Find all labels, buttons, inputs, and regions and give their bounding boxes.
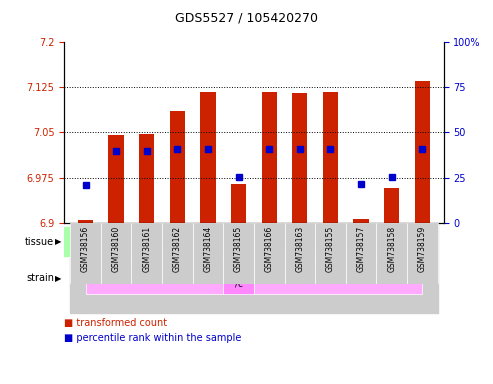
Bar <box>132 223 162 313</box>
Bar <box>353 219 369 223</box>
Text: GSM738155: GSM738155 <box>326 226 335 272</box>
Text: rhabdomyosarcoma tumor: rhabdomyosarcoma tumor <box>266 237 386 247</box>
Text: BALB
/c: BALB /c <box>227 269 250 288</box>
FancyBboxPatch shape <box>376 223 407 284</box>
FancyBboxPatch shape <box>346 223 376 284</box>
Text: A/J: A/J <box>332 274 344 283</box>
FancyBboxPatch shape <box>85 263 223 294</box>
Bar <box>223 223 254 313</box>
FancyBboxPatch shape <box>223 263 254 294</box>
Bar <box>170 111 185 223</box>
Bar <box>139 134 154 223</box>
Text: GSM738156: GSM738156 <box>81 226 90 272</box>
Bar <box>70 223 101 313</box>
FancyBboxPatch shape <box>407 223 438 284</box>
Text: GSM738159: GSM738159 <box>418 226 427 272</box>
Text: control: control <box>141 237 173 247</box>
Bar <box>407 223 438 313</box>
FancyBboxPatch shape <box>193 223 223 284</box>
Bar <box>254 223 284 313</box>
Bar <box>231 184 246 223</box>
Text: GDS5527 / 105420270: GDS5527 / 105420270 <box>175 12 318 25</box>
Text: ■ transformed count: ■ transformed count <box>64 318 167 328</box>
Text: ▶: ▶ <box>55 274 62 283</box>
Bar <box>346 223 376 313</box>
Text: GSM738157: GSM738157 <box>356 226 365 272</box>
FancyBboxPatch shape <box>272 227 380 258</box>
Bar <box>78 220 93 223</box>
Text: GSM738160: GSM738160 <box>111 226 121 272</box>
Text: tissue: tissue <box>25 237 54 247</box>
Bar <box>101 223 132 313</box>
FancyBboxPatch shape <box>162 223 193 284</box>
FancyBboxPatch shape <box>70 223 101 284</box>
Bar <box>200 91 215 223</box>
Bar <box>284 223 315 313</box>
Text: GSM738166: GSM738166 <box>265 226 274 272</box>
Bar <box>315 223 346 313</box>
FancyBboxPatch shape <box>101 223 132 284</box>
Text: GSM738163: GSM738163 <box>295 226 304 272</box>
FancyBboxPatch shape <box>223 223 254 284</box>
Text: ▶: ▶ <box>55 237 62 247</box>
FancyBboxPatch shape <box>254 263 423 294</box>
Text: strain: strain <box>26 273 54 283</box>
FancyBboxPatch shape <box>315 223 346 284</box>
Bar <box>108 136 124 223</box>
Bar <box>384 188 399 223</box>
Text: GSM738165: GSM738165 <box>234 226 243 272</box>
Text: GSM738161: GSM738161 <box>142 226 151 272</box>
Text: GSM738164: GSM738164 <box>204 226 212 272</box>
Bar <box>376 223 407 313</box>
FancyBboxPatch shape <box>132 223 162 284</box>
Bar <box>162 223 193 313</box>
Text: A/J: A/J <box>148 274 160 283</box>
Bar <box>262 91 277 223</box>
FancyBboxPatch shape <box>254 223 284 284</box>
Bar <box>415 81 430 223</box>
Text: GSM738158: GSM738158 <box>387 226 396 272</box>
Bar <box>323 91 338 223</box>
Bar <box>193 223 223 313</box>
FancyBboxPatch shape <box>43 227 272 258</box>
Text: ■ percentile rank within the sample: ■ percentile rank within the sample <box>64 333 242 343</box>
Text: GSM738162: GSM738162 <box>173 226 182 272</box>
FancyBboxPatch shape <box>284 223 315 284</box>
Bar <box>292 93 308 223</box>
